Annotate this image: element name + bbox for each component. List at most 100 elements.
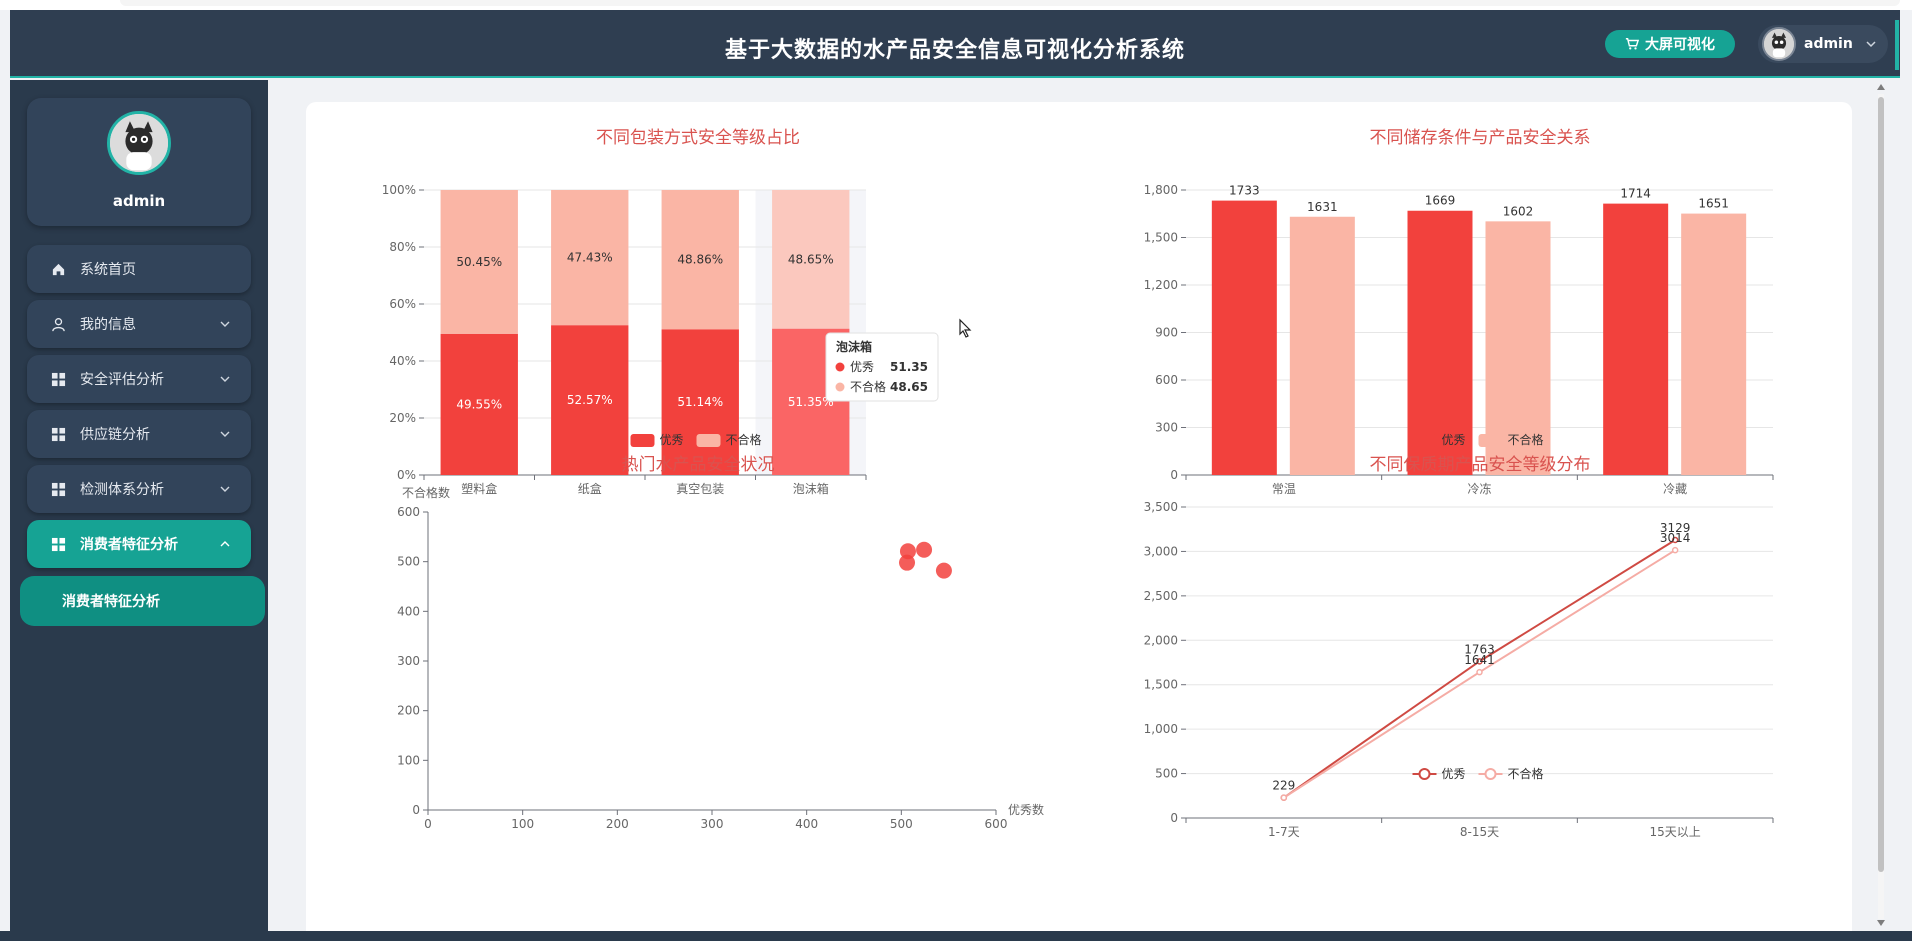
chart2-data-label: 1651 [1698,197,1729,211]
chart1-tooltip [825,332,939,402]
chart1-bar-excellent [440,333,518,475]
chart1-tooltip-dot [835,362,845,372]
chart4-point [1476,668,1483,676]
chart4-ytick-label: 2,500 [1144,589,1178,603]
bigscreen-button[interactable]: 大屏可视化 [1605,30,1735,58]
sidebar-item-label: 安全评估分析 [80,372,164,388]
chart2-xtick-label: 冷藏 [1663,482,1687,496]
scrollbar[interactable] [1876,82,1886,931]
sidebar-item-consumer-features[interactable]: 消费者特征分析 [27,520,251,568]
chart2-legend-swatch [1478,434,1503,447]
chart1-xtick-label: 塑料盒 [461,481,497,496]
chart3-ytick-label: 200 [397,704,420,718]
chart2-data-label: 1669 [1425,194,1456,208]
chart1-ytick-label: 80% [389,240,416,254]
charts-card: 不同包装方式安全等级占比 0% 20% 40% 60% 80% 100% 49.55% 50.4… [306,102,1852,941]
chart4-data-label: 229 [1272,779,1295,793]
chart4-ytick-label: 1,000 [1144,722,1178,736]
chart2-xtick-label: 常温 [1272,482,1296,496]
chart4-legend-marker [1418,768,1431,780]
chart4-point [1476,658,1483,665]
chart1-xtick-label: 泡沫箱 [793,481,829,496]
chart2-ytick-label: 900 [1155,326,1178,340]
grid-icon [51,537,66,551]
chart3-point [916,541,933,558]
chart1-ytick-label: 100% [382,183,416,197]
profile-avatar[interactable] [107,111,171,175]
chart3-ylabel: 不合格数 [402,485,450,500]
chart4-ytick-label: 3,000 [1144,544,1178,558]
grid-icon [51,427,66,441]
bigscreen-label: 大屏可视化 [1645,37,1715,53]
chart4-legend-marker [1484,768,1497,780]
chart2-data-label: 1733 [1229,184,1260,198]
chart1-bar-excellent [661,329,739,475]
scroll-down-arrow[interactable] [1877,920,1885,926]
sidebar-item-supply-chain[interactable]: 供应链分析 [27,410,251,458]
chart4-xtick-label: 8-15天 [1460,825,1499,839]
chart4-data-label: 1641 [1464,653,1495,667]
chart2-ytick-label: 1,800 [1144,183,1178,197]
chart2-data-label: 1602 [1503,204,1534,218]
chart4-ytick-label: 3,500 [1144,500,1178,514]
chart1-label-excellent: 51.14% [677,395,723,409]
chart1-title: 不同包装方式安全等级占比 [596,128,800,148]
submenu-consumer-features[interactable]: 消费者特征分析 [20,576,265,626]
chart4-data-label: 1763 [1464,642,1495,656]
chart4-legend-label: 优秀 [1442,767,1466,781]
username: admin [1804,36,1853,52]
sidebar-item-testing-system[interactable]: 检测体系分析 [27,465,251,513]
chart4-xtick-label: 15天以上 [1650,825,1701,839]
browser-top-strip [0,0,1912,10]
chart1-label-excellent: 52.57% [567,393,613,407]
chart4-data-label: 3014 [1660,531,1691,545]
chart1-bar-fail [551,190,629,326]
chart3-xtick-label: 0 [424,817,432,831]
hand-cursor-icon [959,318,972,338]
chart3-ytick-label: 600 [397,505,420,519]
chart1-tooltip-value: 51.35 [890,360,928,374]
chevron-down-icon [220,376,230,382]
chart4-ytick-label: 1,500 [1144,678,1178,692]
chart3-xtick-label: 400 [795,817,818,831]
chevron-up-icon [220,541,230,547]
grid-icon [51,372,66,386]
main-content: 不同包装方式安全等级占比 0% 20% 40% 60% 80% 100% 49.55% 50.4… [286,80,1882,941]
chart2-legend-swatch [1412,434,1437,447]
sidebar-item-home[interactable]: 系统首页 [27,245,251,293]
sidebar-item-label: 供应链分析 [80,427,150,443]
sidebar-item-my-info[interactable]: 我的信息 [27,300,251,348]
chart2-legend-label: 优秀 [1442,433,1466,447]
chart2-title: 不同储存条件与产品安全关系 [1370,128,1591,148]
chart1-tooltip-label: 不合格 [850,379,886,394]
user-icon [52,317,65,331]
chart3-ytick-label: 300 [397,654,420,668]
chart4-ytick-label: 2,000 [1144,633,1178,647]
chart1-tooltip-dot [835,382,845,392]
chart1-label-fail: 48.86% [677,253,723,267]
chart1-label-fail: 48.65% [788,252,834,266]
chart1-legend-label: 优秀 [660,433,684,447]
chart3-ytick-label: 100 [397,753,420,767]
chart1-legend-label: 不合格 [726,432,762,447]
chart1-bar-excellent [551,325,629,475]
scroll-thumb[interactable] [1878,97,1884,872]
user-menu[interactable]: admin [1758,25,1888,63]
chart1-tooltip-value: 48.65 [890,380,928,394]
chart4-point [1671,546,1679,554]
chart2-legend-label: 不合格 [1508,432,1544,447]
chart3-xtick-label: 300 [701,817,724,831]
chart1-bar-fail [772,190,850,329]
scroll-up-arrow[interactable] [1877,84,1885,90]
chart1-tooltip-label: 优秀 [850,360,874,374]
chart1-ytick-label: 0% [397,468,416,482]
sidebar-item-safety-analysis[interactable]: 安全评估分析 [27,355,251,403]
chart4-point [1671,536,1679,544]
chevron-down-icon [220,321,230,327]
chart1-ytick-label: 40% [389,354,416,368]
chart3-xlabel: 优秀数 [1008,802,1044,817]
chart1-ytick-label: 20% [389,411,416,425]
chart1-label-excellent: 49.55% [456,397,502,411]
chart3-xtick-label: 500 [890,817,913,831]
chart4-data-label: 3129 [1660,521,1691,535]
